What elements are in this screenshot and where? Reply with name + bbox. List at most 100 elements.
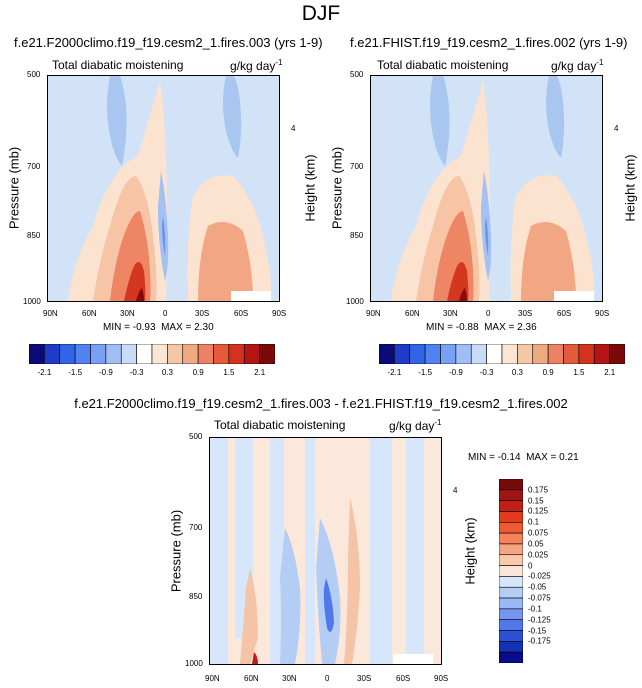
panel3-colorbar-label: 0.075 bbox=[528, 528, 549, 538]
panel2-colorbar-swatch bbox=[563, 344, 580, 364]
panel3-neg-strip-3 bbox=[270, 438, 284, 664]
panel1-colorbar-swatch bbox=[151, 344, 168, 364]
panel3-ytick-1000: 1000 bbox=[185, 659, 203, 668]
panel2-missing-patch bbox=[554, 291, 594, 301]
panel3-colorbar-swatch bbox=[499, 511, 523, 523]
panel3-colorbar-label: -0.175 bbox=[528, 636, 551, 646]
panel3-min-label: MIN = bbox=[468, 452, 498, 463]
panel3-xtick-30n: 30N bbox=[282, 674, 297, 683]
panel2-colorbar-swatch bbox=[501, 344, 518, 364]
page-title: DJF bbox=[301, 2, 341, 25]
panel2-colorbar-swatch bbox=[440, 344, 457, 364]
panel2-colorbar-swatch bbox=[455, 344, 472, 364]
panel2-colorbar-swatch bbox=[379, 344, 395, 364]
panel2-y2-axis-title: Height (km) bbox=[622, 154, 638, 222]
panel1-y2tick-4: 4 bbox=[291, 124, 296, 133]
panel1-colorbar-swatch bbox=[74, 344, 91, 364]
panel2-colorbar-swatch bbox=[593, 344, 610, 364]
panel1-colorbar-label: -0.9 bbox=[98, 368, 113, 377]
panel2-colorbar-label: -0.3 bbox=[479, 368, 494, 377]
panel3-max-label: MAX = bbox=[526, 452, 560, 463]
panel3-missing-patch bbox=[393, 654, 433, 664]
panel2-colorbar-label: 0.9 bbox=[542, 368, 554, 377]
panel3-units-label: g/kg day-1 bbox=[389, 418, 442, 433]
panel1-xtick-90s: 90S bbox=[272, 309, 287, 318]
panel3-colorbar-swatch bbox=[499, 619, 523, 631]
panel2-ytick-700: 700 bbox=[350, 162, 364, 171]
panel2-xtick-30n: 30N bbox=[443, 309, 458, 318]
panel3-colorbar-swatch bbox=[499, 500, 523, 512]
panel1-colorbar-label: 0.3 bbox=[161, 368, 173, 377]
panel1-max-value: 2.30 bbox=[194, 322, 214, 333]
panel1-case-title: f.e21.F2000climo.f19_f19.cesm2_1.fires.0… bbox=[14, 35, 323, 50]
panel2-max-label: MAX = bbox=[484, 322, 518, 333]
panel1-y2-axis-title: Height (km) bbox=[302, 154, 318, 222]
panel3-xtick-0: 0 bbox=[325, 674, 330, 683]
panel2-units-label: g/kg day-1 bbox=[551, 58, 604, 73]
panel3-ytick-850: 850 bbox=[189, 592, 203, 601]
panel3-colorbar-swatch bbox=[499, 532, 523, 545]
panel2-min-max: MIN = -0.88 MAX = 2.36 bbox=[426, 322, 537, 333]
panel2-colorbar-swatch bbox=[486, 344, 503, 364]
panel2-colorbar-label: 2.1 bbox=[604, 368, 616, 377]
panel3-contour-field bbox=[210, 438, 441, 664]
panel1-colorbar bbox=[29, 344, 275, 364]
panel1-colorbar-swatch bbox=[182, 344, 199, 364]
panel2-xtick-60s: 60S bbox=[557, 309, 572, 318]
panel1-pos-region-4 bbox=[198, 222, 253, 301]
panel1-max-core bbox=[136, 288, 144, 301]
panel3-colorbar-label: 0.15 bbox=[528, 496, 544, 506]
panel1-xtick-0: 0 bbox=[163, 309, 168, 318]
panel3-units-exponent: -1 bbox=[434, 418, 442, 427]
panel3-units-text: g/kg day bbox=[389, 419, 435, 433]
panel2-colorbar-swatch bbox=[424, 344, 441, 364]
panel3-neg-strip-6 bbox=[406, 438, 424, 664]
panel1-colorbar-swatch bbox=[228, 344, 245, 364]
panel3-colorbar-label: 0 bbox=[528, 561, 533, 571]
panel3-colorbar-label: 0.125 bbox=[528, 506, 549, 516]
panel3-case-title: f.e21.F2000climo.f19_f19.cesm2_1.fires.0… bbox=[74, 396, 568, 411]
panel1-colorbar-swatch bbox=[259, 344, 275, 364]
panel2-max-value: 2.36 bbox=[517, 322, 537, 333]
panel2-y-axis-title: Pressure (mb) bbox=[329, 146, 345, 230]
panel3-colorbar-swatch bbox=[499, 521, 523, 534]
panel2-colorbar-label: -0.9 bbox=[448, 368, 463, 377]
panel2-case-title: f.e21.FHIST.f19_f19.cesm2_1.fires.002 (y… bbox=[350, 35, 628, 50]
panel2-ytick-500: 500 bbox=[350, 70, 364, 79]
panel3-colorbar-label: -0.15 bbox=[528, 626, 547, 636]
panel3-colorbar-swatch bbox=[499, 608, 523, 621]
panel1-min-max: MIN = -0.93 MAX = 2.30 bbox=[103, 322, 214, 333]
panel1-colorbar-swatch bbox=[59, 344, 76, 364]
panel3-y-axis-title: Pressure (mb) bbox=[168, 509, 184, 593]
panel3-neg-core bbox=[323, 578, 334, 632]
panel3-neg-strip-4 bbox=[305, 438, 315, 664]
panel1-colorbar-label: 2.1 bbox=[254, 368, 266, 377]
panel3-neg-strip-1 bbox=[210, 438, 228, 664]
panel3-colorbar-labels: 0.175 0.15 0.125 0.1 0.075 0.05 0.025 0 -0.025 -0… bbox=[528, 479, 578, 663]
panel2-pos-region-4 bbox=[521, 222, 576, 301]
panel3-colorbar-swatch bbox=[499, 586, 523, 599]
panel3-pos-core bbox=[252, 652, 258, 664]
panel1-y-axis-title: Pressure (mb) bbox=[6, 146, 22, 230]
panel3-neg-strip-5 bbox=[370, 438, 392, 664]
panel2-colorbar-swatch bbox=[532, 344, 549, 364]
panel1-colorbar-swatch bbox=[105, 344, 122, 364]
panel3-y2-axis-title: Height (km) bbox=[462, 517, 478, 585]
panel1-colorbar-swatch bbox=[29, 344, 45, 364]
panel1-colorbar-swatch bbox=[243, 344, 260, 364]
panel2-xtick-30s: 30S bbox=[518, 309, 533, 318]
panel3-xtick-60n: 60N bbox=[244, 674, 259, 683]
panel3-pos-region-1 bbox=[344, 498, 360, 664]
panel1-xtick-30s: 30S bbox=[195, 309, 210, 318]
panel1-variable-label: Total diabatic moistening bbox=[52, 58, 184, 72]
panel3-colorbar-svg bbox=[499, 479, 523, 663]
panel3-colorbar-label: 0.1 bbox=[528, 517, 540, 527]
panel3-xtick-30s: 30S bbox=[357, 674, 372, 683]
panel2-colorbar-swatch bbox=[578, 344, 595, 364]
panel1-ytick-500: 500 bbox=[27, 70, 41, 79]
panel3-colorbar-label: 0.175 bbox=[528, 485, 549, 495]
panel1-xtick-60s: 60S bbox=[234, 309, 249, 318]
panel3-xtick-90n: 90N bbox=[205, 674, 220, 683]
panel1-colorbar-swatch bbox=[167, 344, 184, 364]
panel2-colorbar-label: -1.5 bbox=[418, 368, 433, 377]
